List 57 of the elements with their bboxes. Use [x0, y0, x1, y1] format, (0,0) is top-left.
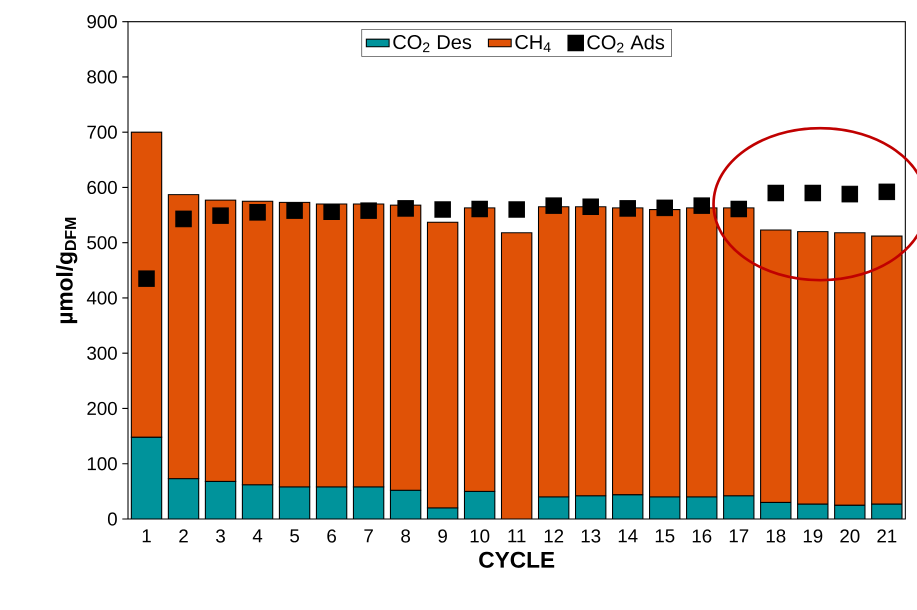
- x-tick-label: 20: [840, 529, 860, 543]
- x-tick-label: 4: [252, 529, 262, 542]
- y-tick-label: 0: [108, 512, 117, 526]
- point: [434, 201, 451, 218]
- y-tick-label: 300: [87, 346, 117, 360]
- x-tick-label: 3: [216, 529, 225, 543]
- point: [360, 202, 377, 219]
- point: [878, 184, 896, 200]
- point: [175, 210, 192, 228]
- x-axis-title: CYCLE: [479, 552, 554, 568]
- y-tick-label: 600: [87, 180, 117, 194]
- point: [656, 200, 673, 216]
- y-tick-label: 700: [87, 126, 117, 139]
- x-tick-label: 17: [730, 529, 748, 542]
- point: [730, 200, 748, 218]
- x-tick-label: 7: [364, 529, 373, 542]
- y-tick-label: 500: [87, 236, 117, 250]
- point: [804, 184, 822, 202]
- legend-label: CO$_{2}$ Des: [393, 34, 472, 52]
- y-tick-label: 400: [86, 291, 117, 305]
- x-tick-label: 9: [438, 529, 447, 543]
- y-axis-title: µmol/g$_{DFM}$: [56, 218, 78, 324]
- y-tick-label: 200: [87, 402, 117, 416]
- y-tick-label: 900: [87, 15, 117, 28]
- y-tick-label: 100: [88, 457, 117, 470]
- point: [508, 201, 525, 218]
- point: [768, 184, 784, 202]
- x-tick-label: 12: [544, 529, 564, 542]
- legend-label: CH$_{4}$: [515, 34, 551, 52]
- x-tick-label: 16: [692, 529, 712, 543]
- point: [138, 270, 155, 287]
- x-tick-label: 1: [142, 529, 151, 542]
- x-tick-label: 13: [582, 529, 600, 543]
- point: [619, 200, 636, 217]
- point: [212, 207, 229, 224]
- point: [471, 200, 488, 218]
- point: [582, 198, 599, 216]
- x-tick-label: 18: [766, 529, 786, 543]
- point: [842, 186, 858, 202]
- point: [397, 200, 414, 217]
- point: [545, 197, 562, 214]
- x-tick-label: 11: [508, 529, 526, 542]
- x-tick-label: 8: [401, 529, 410, 543]
- x-tick-label: 15: [656, 529, 674, 542]
- x-tick-label: 5: [290, 529, 299, 542]
- point: [323, 203, 340, 220]
- point: [286, 202, 303, 219]
- x-tick-label: 21: [877, 529, 896, 542]
- x-tick-label: 2: [179, 529, 188, 542]
- point: [693, 197, 710, 214]
- x-tick-label: 10: [470, 529, 490, 543]
- x-tick-label: 14: [618, 529, 638, 542]
- y-tick-label: 800: [87, 70, 117, 84]
- x-tick-label: 19: [804, 529, 822, 543]
- x-tick-label: 6: [327, 529, 336, 543]
- point: [249, 204, 266, 221]
- legend-label: CO$_{2}$ Ads: [587, 34, 664, 52]
